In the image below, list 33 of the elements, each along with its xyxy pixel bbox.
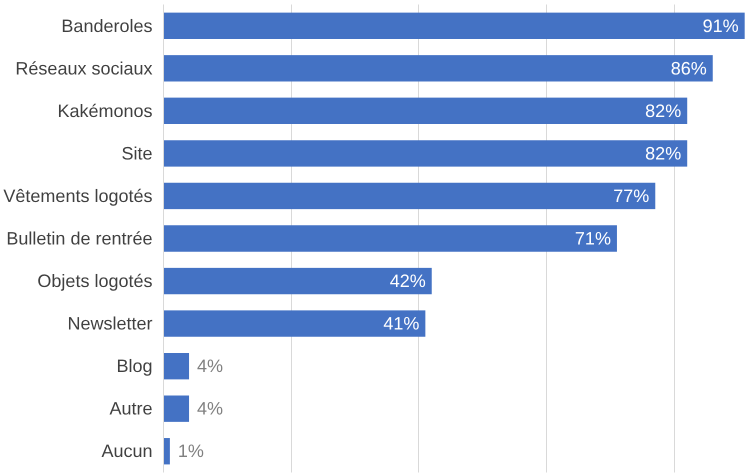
data-label: 1% — [178, 441, 204, 462]
bar — [164, 140, 688, 167]
y-tick-label: Newsletter — [67, 314, 153, 334]
y-tick-label: Vêtements logotés — [3, 186, 153, 206]
bar — [164, 352, 190, 380]
y-tick-label: Kakémonos — [57, 100, 153, 121]
data-label: 42% — [390, 271, 426, 292]
bar — [164, 55, 713, 82]
bar — [164, 438, 170, 464]
data-label: 71% — [574, 228, 611, 248]
y-tick-label: Autre — [109, 398, 153, 419]
data-label: 4% — [197, 356, 224, 376]
y-tick-label: Bulletin de rentrée — [6, 228, 152, 248]
y-tick-label: Aucun — [101, 441, 153, 462]
data-label: 82% — [645, 143, 682, 164]
y-tick-label: Site — [121, 143, 153, 164]
bar — [164, 395, 190, 422]
data-label: 41% — [383, 314, 420, 334]
data-label: 91% — [702, 16, 739, 36]
bar — [164, 310, 426, 337]
data-label: 77% — [613, 186, 650, 206]
y-tick-label: Banderoles — [61, 16, 153, 36]
data-label: 4% — [197, 398, 224, 419]
data-label: 82% — [645, 100, 682, 121]
y-tick-label: Réseaux sociaux — [15, 58, 153, 78]
data-label: 86% — [670, 58, 707, 78]
bar — [164, 98, 688, 124]
bar — [164, 268, 432, 294]
y-tick-label: Objets logotés — [37, 271, 153, 292]
y-tick-label: Blog — [116, 356, 153, 376]
bar — [164, 225, 617, 252]
bar — [164, 182, 656, 210]
bar — [164, 12, 745, 39]
